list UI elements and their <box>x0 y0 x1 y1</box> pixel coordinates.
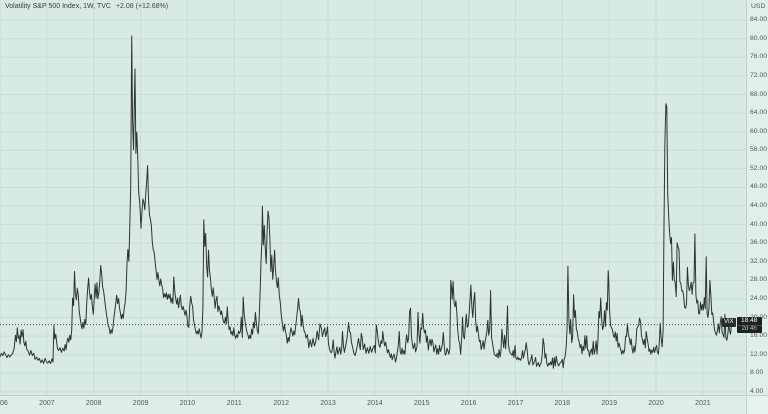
gridlines <box>0 0 746 395</box>
price-chart[interactable] <box>0 0 746 395</box>
badge-price: 18.48 <box>741 317 758 325</box>
symbol-change: +2.08 (+12.68%) <box>115 3 169 10</box>
time-tick-label: 2016 <box>460 400 477 407</box>
price-tick-label: 4.00 <box>750 387 764 395</box>
price-tick-label: 80.00 <box>750 34 768 42</box>
time-tick-label: 2021 <box>695 400 711 407</box>
price-tick-label: 56.00 <box>750 146 768 154</box>
price-tick-label: 24.00 <box>750 294 768 302</box>
price-tick-label: 60.00 <box>750 127 768 135</box>
price-tick-label: 28.00 <box>750 276 768 284</box>
symbol-title[interactable]: Volatility S&P 500 Index, 1W, TVC <box>5 3 111 10</box>
price-tick-label: 12.00 <box>750 350 768 358</box>
price-tick-label: 20.00 <box>750 314 767 322</box>
price-tick-label: 44.00 <box>750 202 768 209</box>
price-tick-label: 84.00 <box>750 16 768 24</box>
time-axis[interactable]: 2006 2007 2008 2009 2010 2011 2012 2013 2014 2015… <box>0 395 746 414</box>
time-tick-label: 2018 <box>554 400 571 407</box>
time-tick-label: 2009 <box>132 400 149 407</box>
price-tick-label: 16.00 <box>750 332 768 340</box>
price-tick-label: 64.00 <box>750 109 768 117</box>
time-tick-label: 2020 <box>648 400 664 407</box>
vix-line <box>0 35 732 369</box>
price-tick-label: 72.00 <box>750 71 768 79</box>
badge-countdown: 2d 4h <box>736 325 762 333</box>
time-tick-label: 2010 <box>179 400 196 407</box>
price-axis[interactable]: USD 84.00 80.00 76.00 72.00 68.00 64.00 60.00 5… <box>746 0 768 395</box>
time-tick-label: 2012 <box>273 400 289 407</box>
time-tick-label: 2011 <box>226 400 242 407</box>
price-tick-label: 68.00 <box>750 90 768 98</box>
time-tick-label: 2017 <box>507 400 524 407</box>
badge-price-box: 18.48 2d 4h <box>736 317 762 334</box>
badge-symbol-tag: VIX <box>722 318 736 328</box>
time-tick-label: 2008 <box>85 400 102 407</box>
price-badge[interactable]: VIX 18.48 2d 4h <box>722 317 762 334</box>
price-tick-label: 40.00 <box>750 220 768 228</box>
price-tick-label: 32.00 <box>750 257 768 265</box>
time-tick-label: 2014 <box>367 400 383 407</box>
price-tick-label: 52.00 <box>750 164 768 172</box>
symbol-legend[interactable]: Volatility S&P 500 Index, 1W, TVC +2.08 (… <box>5 3 168 11</box>
time-tick-label: 2007 <box>39 400 55 407</box>
axis-corner <box>746 395 768 414</box>
price-tick-label: 76.00 <box>750 53 768 61</box>
price-tick-label: 36.00 <box>750 239 768 247</box>
time-tick-label: 2006 <box>0 400 8 407</box>
time-tick-label: 2013 <box>320 400 336 407</box>
price-tick-label: 8.00 <box>750 369 764 377</box>
time-tick-label: 2015 <box>413 400 430 407</box>
time-tick-label: 2019 <box>601 400 617 407</box>
currency-label: USD <box>751 3 766 10</box>
price-tick-label: 48.00 <box>750 183 768 191</box>
